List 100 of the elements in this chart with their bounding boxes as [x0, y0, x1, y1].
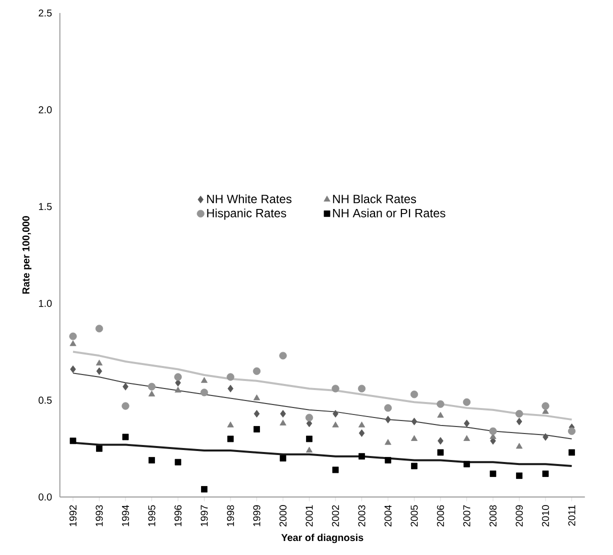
y-tick-label: 0.0 [38, 493, 52, 501]
point [411, 418, 418, 426]
x-tick-label: 2008 [489, 505, 497, 526]
point [306, 446, 313, 453]
point [437, 412, 444, 418]
legend-label: NH Black Rates [333, 194, 416, 204]
point [358, 384, 366, 392]
point [332, 410, 338, 418]
point [384, 438, 392, 445]
point [516, 418, 522, 426]
point [122, 434, 129, 440]
point [464, 460, 470, 468]
point [201, 486, 208, 492]
point [200, 388, 208, 396]
point [542, 470, 549, 477]
x-tick-label: 1993 [96, 505, 103, 526]
point [542, 402, 550, 410]
x-tick-label: 2009 [516, 505, 523, 526]
x-tick-label: 2010 [542, 505, 550, 526]
point [228, 384, 234, 392]
point [148, 457, 155, 464]
point [96, 445, 102, 452]
point [254, 410, 260, 418]
x-tick-label: 2001 [306, 505, 313, 526]
point [70, 340, 76, 346]
point [148, 382, 156, 390]
point [516, 442, 523, 449]
y-tick-label: 1.5 [39, 203, 52, 210]
point [358, 453, 365, 460]
legend-label: Hispanic Rates [207, 208, 286, 220]
point [252, 367, 261, 375]
point [306, 436, 312, 442]
point [122, 382, 128, 390]
point [332, 466, 339, 474]
point [253, 394, 260, 400]
point [568, 449, 575, 456]
point [542, 433, 548, 441]
point [490, 470, 496, 477]
point [515, 410, 524, 418]
x-tick-label: 2005 [410, 505, 418, 526]
x-tick-label: 1994 [122, 505, 130, 526]
point [568, 427, 576, 435]
x-tick-label: 2011 [568, 505, 576, 526]
x-tick-label: 1995 [148, 505, 156, 526]
x-tick-label: 1996 [174, 505, 182, 526]
point [69, 332, 77, 340]
point [226, 373, 234, 381]
point [227, 436, 234, 442]
x-tick-label: 1992 [69, 505, 77, 526]
point [96, 367, 102, 375]
point [174, 386, 182, 393]
point [516, 472, 522, 479]
point [227, 422, 234, 428]
y-tick-label: 2.5 [38, 9, 52, 17]
point [200, 377, 208, 383]
point [358, 429, 365, 437]
point [384, 457, 392, 464]
point [489, 427, 497, 435]
point [70, 438, 76, 444]
point [358, 422, 366, 428]
point [384, 404, 392, 412]
x-tick-label: 2007 [463, 505, 470, 526]
legend-label: NH White Rates [207, 194, 292, 204]
point [464, 420, 470, 428]
point [332, 384, 340, 392]
x-tick-label: 2004 [384, 505, 392, 526]
y-tick-label: 1.0 [39, 300, 52, 307]
x-tick-label: 1999 [253, 505, 260, 526]
point [437, 449, 444, 456]
point [462, 398, 471, 406]
x-tick-label: 2003 [358, 505, 366, 526]
point [279, 352, 287, 360]
point [463, 435, 470, 441]
point [411, 462, 418, 470]
point [410, 390, 418, 398]
point [70, 365, 76, 374]
point [95, 324, 104, 332]
point [332, 422, 339, 428]
x-axis-title: Year of diagnosis [281, 534, 364, 544]
point [148, 390, 156, 396]
legend-label: NH Asian or PI Rates [333, 208, 446, 218]
point [438, 437, 444, 445]
x-tick-label: 2002 [332, 505, 340, 526]
y-tick-label: 0.5 [38, 396, 52, 404]
point [174, 373, 182, 381]
point [280, 455, 286, 462]
x-tick-label: 1998 [226, 505, 234, 526]
point [254, 426, 260, 432]
point [96, 360, 103, 366]
y-tick-label: 2.0 [38, 106, 52, 114]
point [410, 435, 418, 441]
y-axis-title: Rate per 100,000 [22, 216, 32, 294]
point [385, 416, 391, 424]
x-tick-label: 2000 [279, 505, 287, 526]
point [436, 400, 444, 408]
point [174, 458, 182, 466]
x-tick-label: 2006 [436, 505, 444, 526]
point [280, 420, 286, 426]
point [305, 414, 314, 422]
point [280, 410, 286, 418]
